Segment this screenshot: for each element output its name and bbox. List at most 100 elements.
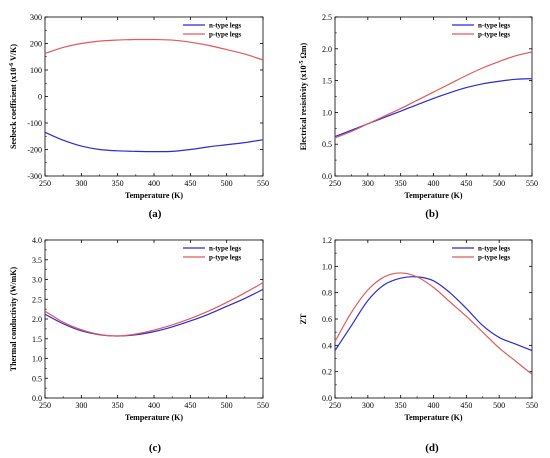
plot-frame [334,239,533,399]
y-tick-label: 3.0 [32,276,42,285]
x-tick-label: 300 [75,179,87,188]
legend-label-n: n-type legs [209,245,241,253]
x-tick-label: 400 [428,401,440,410]
y-tick-label: -300 [27,172,42,181]
y-axis-label-text: ZT [299,313,308,324]
legend-label-p: p-type legs [209,254,241,262]
y-tick-label: 1.5 [32,335,42,344]
y-tick-label: 2.0 [322,45,332,54]
y-tick-label: 0.4 [322,341,332,350]
x-tick-label: 450 [184,401,196,410]
y-axis-label-unit: Ωm) [299,42,308,60]
panel-label: (a) [149,208,162,220]
x-axis-label: Temperature (K) [125,191,183,200]
y-axis-label-unit: V/K) [9,44,18,63]
legend-label-n: n-type legs [478,22,510,30]
legend-label-p: p-type legs [478,254,510,262]
chart-panel-c: 250 300 350 400 450 500 550 0.0 0.5 1.0 1.5 2.0 2.5 3… [9,236,269,454]
y-axis-label: ZT [299,313,308,324]
x-tick-label: 300 [362,179,374,188]
series-line-n [44,288,264,337]
y-tick-label: 2.5 [32,295,42,304]
x-tick-label: 400 [148,179,160,188]
x-tick-label: 550 [526,179,538,188]
y-tick-label: 1.0 [322,262,332,271]
x-tick-label: 350 [112,401,124,410]
x-tick-label: 450 [460,401,472,410]
y-tick-label: 0.5 [322,140,332,149]
y-tick-label: 300 [30,13,42,22]
x-tick-label: 350 [395,401,407,410]
y-tick-label: 0.6 [322,315,332,324]
x-tick-label: 500 [493,179,505,188]
y-tick-label: 2.0 [32,315,42,324]
chart-panel-a: 250 300 350 400 450 500 550 -300 -200 -100 0 100 200… [9,13,269,220]
y-axis-label-text: Thermal conductivity (W/mK) [9,266,18,371]
y-tick-label: 0 [38,93,42,102]
y-tick-label: 0.0 [322,172,332,181]
x-axis-label: Temperature (K) [405,413,463,422]
chart-panel-b: 250 300 350 400 450 500 550 0.0 0.5 1.0 1.5 2.0 2.5 T… [299,13,538,220]
y-tick-label: 1.0 [322,108,332,117]
y-tick-label: 0.5 [32,374,42,383]
plot-frame [44,239,264,399]
series-line-n [334,276,533,352]
x-tick-label: 250 [329,179,341,188]
x-tick-label: 250 [39,401,51,410]
legend-label-p: p-type legs [478,31,510,39]
x-tick-label: 400 [148,401,160,410]
y-axis-label: Thermal conductivity (W/mK) [9,266,18,371]
y-axis-label-superscript: -6 [9,63,15,68]
x-tick-label: 300 [362,401,374,410]
legend-label-n: n-type legs [478,245,510,253]
panel-label: (b) [425,208,439,220]
y-axis-label-text: Electrical resistivity (x10 [299,66,308,151]
series-line-p [334,51,533,139]
y-tick-label: 200 [30,40,42,49]
legend-label-p: p-type legs [209,31,241,39]
x-tick-label: 550 [257,179,269,188]
x-tick-label: 550 [257,401,269,410]
y-tick-label: 0.8 [322,289,332,298]
x-tick-label: 500 [221,179,233,188]
y-tick-label: -100 [27,119,42,128]
x-tick-label: 550 [526,401,538,410]
x-axis-label: Temperature (K) [125,413,183,422]
panel-label: (c) [149,442,162,454]
panel-label: (d) [425,442,439,454]
x-tick-label: 500 [493,401,505,410]
y-tick-label: 1.5 [322,77,332,86]
series-line-p [334,272,533,375]
x-tick-label: 350 [395,179,407,188]
series-line-n [334,78,533,138]
y-tick-label: 1.0 [32,355,42,364]
x-tick-label: 250 [329,401,341,410]
legend-label-n: n-type legs [209,22,241,30]
y-tick-label: 0.0 [32,394,42,403]
y-tick-label: -200 [27,146,42,155]
x-tick-label: 400 [428,179,440,188]
x-tick-label: 300 [75,401,87,410]
x-tick-label: 450 [460,179,472,188]
x-tick-label: 500 [221,401,233,410]
y-tick-label: 3.5 [32,256,42,265]
x-tick-label: 450 [184,179,196,188]
series-line-n [44,131,264,153]
x-tick-label: 250 [39,179,51,188]
chart-panel-d: 250 300 350 400 450 500 550 0.0 0.2 0.4 0.6 0.8 1.0 1… [299,236,538,454]
y-axis-label-text: Seebeck coefficient (x10 [9,68,18,149]
series-line-p [44,38,264,61]
y-tick-label: 4.0 [32,236,42,245]
y-tick-label: 100 [30,66,42,75]
x-tick-label: 350 [112,179,124,188]
x-axis-label: Temperature (K) [405,191,463,200]
y-axis-label-superscript: -5 [299,61,305,66]
y-tick-label: 0.2 [322,368,332,377]
y-tick-label: 1.2 [322,236,332,245]
series-line-p [44,282,264,337]
y-tick-label: 0.0 [322,394,332,403]
y-tick-label: 2.5 [322,13,332,22]
y-axis-label: Electrical resistivity (x10-5 Ωm) [299,42,308,150]
y-axis-label: Seebeck coefficient (x10-6 V/K) [9,44,18,149]
